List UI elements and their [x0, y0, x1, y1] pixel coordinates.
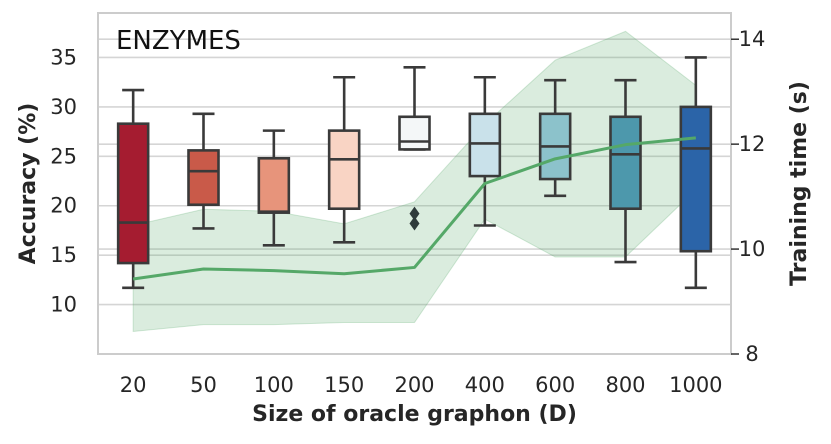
box-iqr: [116, 122, 150, 265]
box-400: [468, 75, 502, 227]
y-axis-label: Accuracy (%): [16, 103, 41, 265]
box-20: [116, 88, 150, 290]
chart-title: ENZYMES: [116, 26, 241, 56]
x-tick-label: 100: [254, 373, 294, 397]
plot-frame: [97, 12, 732, 355]
x-tick-label: 200: [394, 373, 434, 397]
box-150: [327, 75, 361, 244]
x-tick-label: 400: [465, 373, 505, 397]
x-tick-labels: 20 50 100 150 200 400 600 800 1000: [120, 373, 723, 397]
y-tick-label: 25: [50, 144, 77, 168]
x-axis-label: Size of oracle graphon (D): [252, 402, 577, 427]
y-tick-label: 35: [50, 45, 77, 69]
y2-tick-labels: 8 10 12 14: [731, 27, 765, 366]
box-iqr: [327, 129, 361, 211]
x-tick-label: 1000: [669, 373, 722, 397]
box-iqr: [609, 115, 642, 211]
outlier-marker: [409, 216, 420, 231]
y-tick-label: 10: [50, 293, 77, 317]
x-tick-label: 600: [535, 373, 575, 397]
x-tick-label: 150: [324, 373, 364, 397]
x-tick-label: 50: [190, 373, 217, 397]
training-time-series: [132, 136, 696, 281]
y2-axis-label: Training time (s): [787, 81, 812, 286]
outlier-marker: [409, 206, 420, 221]
box-iqr: [679, 105, 713, 253]
y-tick-label: 30: [50, 95, 77, 119]
y-tick-label: 15: [50, 243, 77, 267]
box-1000: [679, 56, 713, 290]
box-600: [538, 78, 572, 198]
box-50: [187, 112, 220, 230]
y-tick-labels: 10 15 20 25 30 35: [50, 45, 77, 316]
box-100: [257, 129, 291, 247]
box-iqr: [398, 115, 431, 151]
training-time-line: [132, 136, 696, 281]
box-800: [609, 78, 642, 264]
y2-tick-label: 10: [739, 237, 766, 261]
x-tick-label: 20: [120, 373, 147, 397]
y2-tick-label: 14: [739, 27, 766, 51]
box-200: [398, 66, 431, 231]
x-tick-label: 800: [605, 373, 645, 397]
box-iqr: [468, 112, 502, 178]
y-tick-label: 20: [50, 194, 77, 218]
box-plots: [116, 56, 713, 290]
y2-tick-label: 8: [745, 342, 758, 366]
y2-tick-label: 12: [739, 132, 766, 156]
box-iqr: [187, 149, 220, 207]
box-iqr: [257, 156, 291, 214]
